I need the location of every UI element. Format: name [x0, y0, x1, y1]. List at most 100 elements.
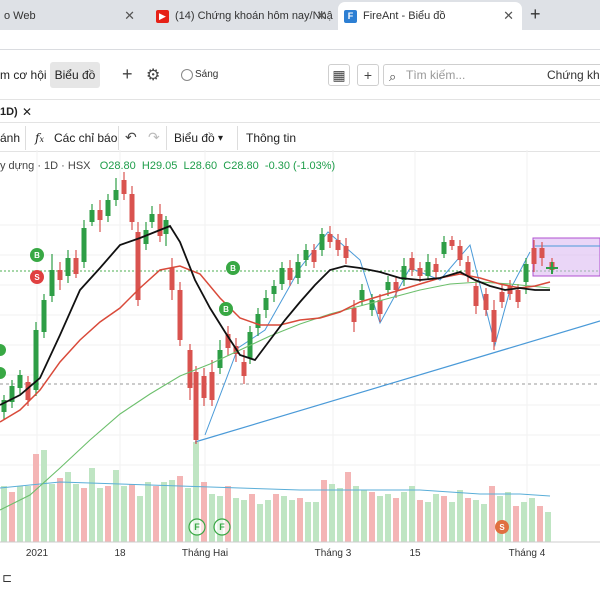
volume-bar [89, 468, 95, 542]
volume-bar [481, 504, 487, 542]
chart-type-button[interactable]: Biểu đồ [174, 131, 215, 145]
signal-markers: B S B B F F S [0, 248, 509, 536]
theme-toggle-icon[interactable] [181, 69, 193, 81]
signal-marker[interactable]: F [188, 518, 206, 536]
signal-marker[interactable]: B [219, 302, 233, 316]
marker-circle [495, 520, 509, 534]
gear-icon[interactable]: ⚙ [146, 67, 161, 84]
volume-bar [289, 500, 295, 542]
volume-bar [321, 480, 327, 542]
candle-body [271, 286, 277, 294]
redo-icon[interactable]: ↷ [148, 129, 160, 145]
chart-tab-label[interactable]: 1D) [0, 106, 18, 118]
candle-body [57, 270, 63, 280]
candle-body [129, 194, 135, 222]
chart-nav-button[interactable]: Biểu đồ [50, 62, 100, 88]
signal-marker[interactable]: F [213, 518, 231, 536]
marker-circle [226, 261, 240, 275]
candle-body [351, 308, 357, 322]
volume-bar [361, 490, 367, 542]
candle-body [105, 200, 111, 216]
browser-tab-youtube[interactable]: ▶ (14) Chứng khoán hôm nay/Nhậ ✕ [150, 2, 335, 30]
change-value: -0.30 (-1.03%) [264, 160, 336, 172]
signal-marker[interactable]: B [226, 261, 240, 275]
volume-bar [521, 502, 527, 542]
symbol-legend: y dựng · 1D · HSX O28.80 H29.05 L28.60 C… [0, 160, 335, 172]
candle-body [17, 375, 23, 388]
chevron-down-icon[interactable]: ▾ [218, 133, 224, 144]
signal-marker[interactable]: B [30, 248, 44, 262]
browser-tab-fireant[interactable]: F FireAnt - Biểu đồ ✕ [338, 2, 522, 30]
candle-body [457, 246, 463, 260]
candle-body [377, 300, 383, 314]
candle-body [359, 290, 365, 300]
candle-body [279, 268, 285, 284]
compare-button[interactable]: ánh [0, 131, 21, 145]
undo-icon[interactable]: ↶ [125, 129, 137, 145]
volume-bar [121, 486, 127, 542]
close-tab-icon[interactable]: ✕ [124, 8, 135, 23]
stocks-label[interactable]: Chứng kho [547, 68, 600, 82]
candle-body [135, 232, 141, 300]
browser-tab-bar: o Web ✕ ▶ (14) Chứng khoán hôm nay/Nhậ ✕… [0, 0, 600, 30]
add-symbol-button[interactable]: + [357, 64, 379, 86]
candle-body [425, 262, 431, 276]
candle-body [9, 386, 15, 402]
opportunity-link[interactable]: m cơ hội [0, 68, 47, 82]
x-tick-label: 15 [409, 548, 421, 559]
signal-marker[interactable]: S [495, 520, 509, 534]
volume-bar [105, 486, 111, 542]
volume-bar [497, 496, 503, 542]
search-input[interactable]: ⌕ Tìm kiếm... [383, 64, 600, 86]
candle-body [473, 286, 479, 306]
symbol-name: y dựng · 1D · HSX [0, 160, 91, 172]
wave-pattern [204, 231, 531, 436]
volume-bar [233, 498, 239, 542]
marker-label: B [34, 251, 40, 260]
volume-bar [81, 488, 87, 542]
layout-grid-icon[interactable]: ▦ [328, 64, 350, 86]
new-tab-button[interactable]: + [530, 4, 541, 24]
candle-body [343, 246, 349, 258]
volume-bar [249, 494, 255, 542]
close-tab-icon[interactable]: ✕ [503, 8, 514, 23]
browser-tab-web[interactable]: o Web ✕ [0, 2, 143, 30]
candle-body [335, 240, 341, 250]
signal-marker[interactable]: S [30, 270, 44, 284]
x-tick-label: 18 [114, 548, 126, 559]
theme-toggle-label[interactable]: Sáng [195, 69, 219, 80]
volume-bar [209, 494, 215, 542]
candle-body [369, 300, 375, 310]
ma-slow-line [0, 281, 551, 511]
marker-circle [188, 518, 206, 536]
info-button[interactable]: Thông tin [246, 131, 297, 145]
candle-body [417, 268, 423, 276]
trend-line [194, 320, 600, 443]
candle-body [465, 262, 471, 276]
volume-bar [529, 498, 535, 542]
volume-bar [225, 486, 231, 542]
candle-body [241, 362, 247, 376]
close-chart-tab-icon[interactable]: ✕ [22, 105, 33, 119]
indicators-button[interactable]: Các chỉ báo [54, 131, 118, 145]
marker-circle [30, 248, 44, 262]
add-icon[interactable]: + [122, 64, 133, 84]
close-tab-icon[interactable]: ✕ [316, 8, 327, 23]
volume-bar [273, 494, 279, 542]
volume-bar [297, 498, 303, 542]
signal-marker [0, 367, 6, 379]
candle-body [303, 250, 309, 260]
volume-bar [465, 498, 471, 542]
candle-body [449, 240, 455, 246]
ma-fast-line [0, 224, 550, 406]
candle-body [81, 228, 87, 262]
candle-body [187, 350, 193, 388]
marker-label: F [194, 522, 200, 532]
candle-body [433, 264, 439, 272]
volume-bar [33, 454, 39, 542]
divider [118, 126, 119, 150]
measure-icon[interactable]: ⊏ [2, 571, 12, 585]
x-tick-label: Tháng 4 [509, 548, 546, 559]
volume-bar [49, 484, 55, 542]
